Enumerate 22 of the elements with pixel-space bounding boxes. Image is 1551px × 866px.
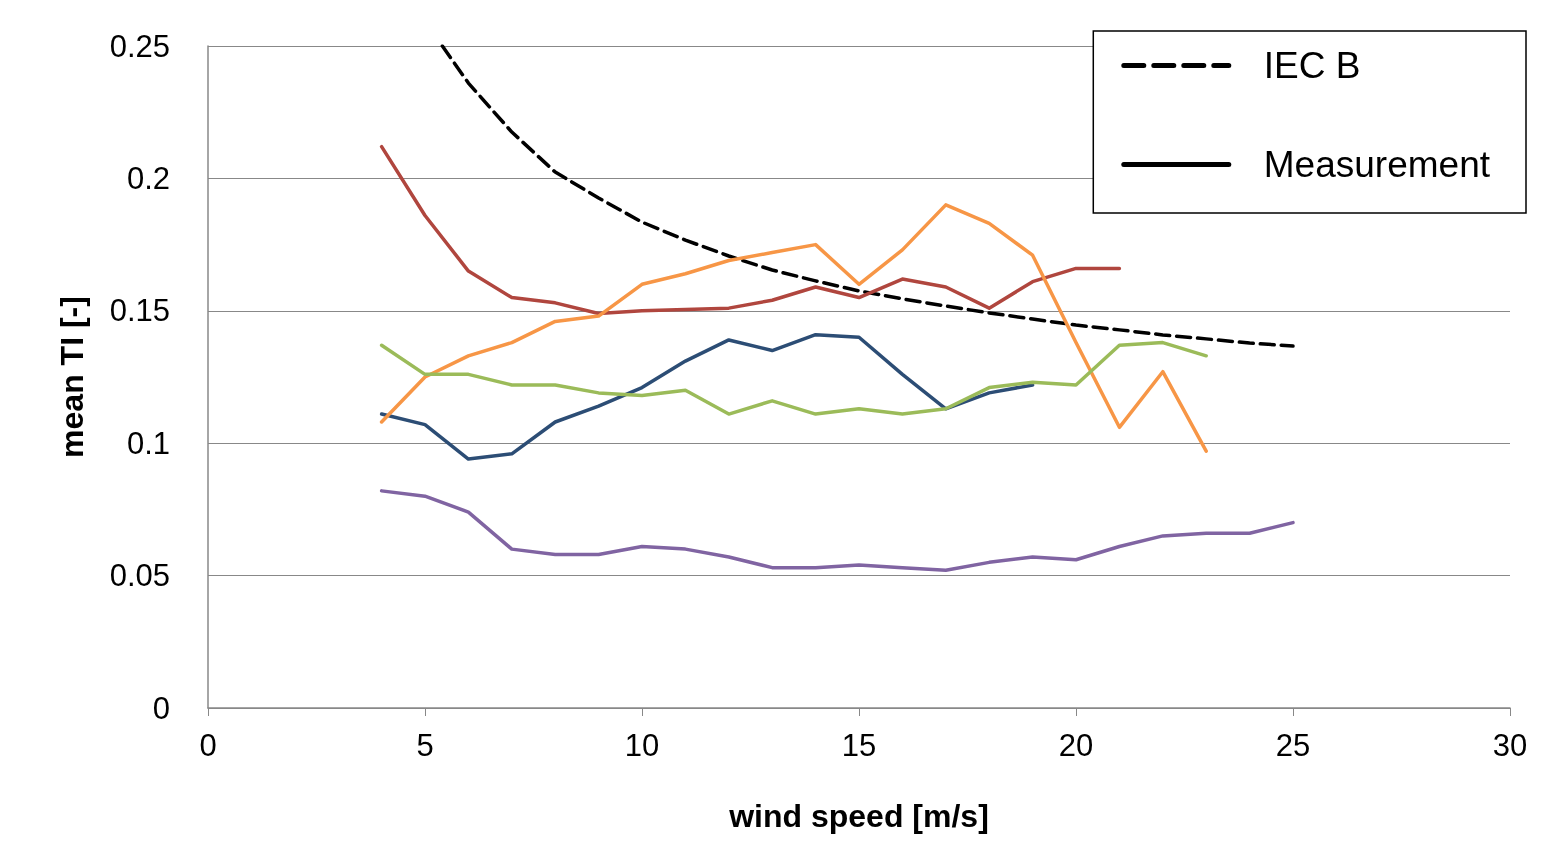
x-tick-label: 20 xyxy=(1058,728,1094,763)
x-tick-label: 0 xyxy=(199,728,217,763)
line-series xyxy=(379,203,1208,453)
y-tick-label: 0.2 xyxy=(126,160,170,196)
x-tick-label: 10 xyxy=(624,728,660,763)
legend-label: Measurement xyxy=(1263,144,1491,185)
x-tick-label: 5 xyxy=(416,728,434,763)
line-series xyxy=(379,144,1122,316)
x-tick-label: 30 xyxy=(1492,728,1528,763)
x-axis-title: wind speed [m/s] xyxy=(728,798,989,834)
y-tick-label: 0 xyxy=(152,690,170,726)
x-tick-label: 15 xyxy=(841,728,877,763)
line-series xyxy=(379,489,1295,573)
y-tick-label: 0.25 xyxy=(109,28,170,64)
y-tick-label: 0.15 xyxy=(109,293,170,329)
y-tick-label: 0.1 xyxy=(126,425,170,461)
legend-label: IEC B xyxy=(1263,45,1361,86)
line-series xyxy=(379,332,1035,461)
y-axis-title: mean TI [-] xyxy=(54,296,90,458)
line-series xyxy=(379,340,1208,416)
y-tick-label: 0.05 xyxy=(109,558,170,594)
x-tick-label: 25 xyxy=(1275,728,1311,763)
